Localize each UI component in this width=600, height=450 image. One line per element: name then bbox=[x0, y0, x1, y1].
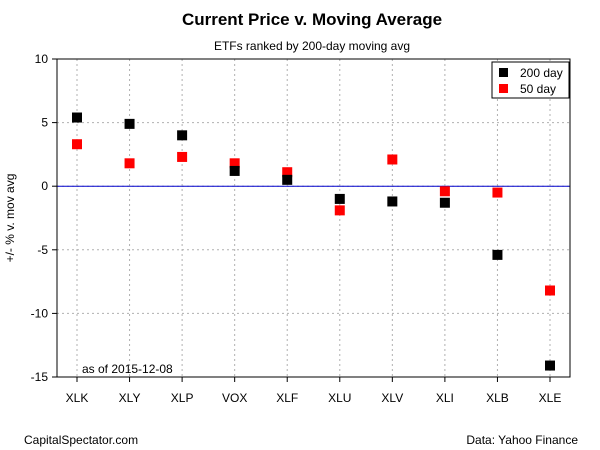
x-tick-label-xlu: XLU bbox=[328, 391, 351, 405]
point-50-day-xlk bbox=[72, 139, 82, 150]
footer-data-credit: Data: Yahoo Finance bbox=[466, 433, 578, 447]
y-tick-label: 0 bbox=[41, 179, 48, 193]
y-tick-label: -15 bbox=[31, 370, 49, 384]
point-200-day-vox bbox=[229, 165, 240, 176]
point-50-day-xlu bbox=[334, 205, 345, 216]
y-axis-label: +/- % v. mov avg bbox=[3, 174, 17, 263]
point-200-day-xlk bbox=[72, 112, 82, 123]
point-200-day-xlb bbox=[492, 249, 503, 260]
x-tick-label-xle: XLE bbox=[539, 391, 562, 405]
as-of-annotation: as of 2015-12-08 bbox=[82, 362, 173, 376]
x-tick-label-xlk: XLK bbox=[66, 391, 89, 405]
legend-label-50-day: 50 day bbox=[520, 82, 556, 96]
point-50-day-xlv bbox=[387, 154, 398, 165]
point-200-day-xlv bbox=[387, 196, 398, 207]
y-axis-ticks: 10 5 0 -5 -10 -15 bbox=[31, 52, 57, 384]
legend-label-200-day: 200 day bbox=[520, 66, 563, 80]
point-200-day-xlf bbox=[282, 174, 293, 185]
point-200-day-xle bbox=[545, 360, 555, 371]
legend-swatch-50-day bbox=[499, 84, 508, 93]
x-tick-label-xlf: XLF bbox=[276, 391, 298, 405]
footer-source-site: CapitalSpectator.com bbox=[24, 433, 138, 447]
x-axis-ticks: XLK XLY XLP VOX XLF XLU XLV XLI XLB XLE bbox=[66, 377, 562, 405]
chart-subtitle: ETFs ranked by 200-day moving avg bbox=[214, 39, 410, 53]
point-50-day-xlf bbox=[282, 167, 293, 178]
x-tick-label-xlb: XLB bbox=[486, 391, 509, 405]
point-50-day-vox bbox=[229, 158, 240, 169]
grid bbox=[57, 58, 570, 378]
data-points bbox=[72, 112, 555, 371]
point-200-day-xlu bbox=[334, 193, 345, 204]
point-50-day-xlp bbox=[177, 151, 188, 162]
point-50-day-xly bbox=[124, 158, 135, 169]
x-tick-label-vox: VOX bbox=[222, 391, 247, 405]
x-tick-label-xli: XLI bbox=[436, 391, 454, 405]
x-tick-label-xly: XLY bbox=[119, 391, 141, 405]
y-tick-label: -10 bbox=[31, 306, 49, 320]
plot-frame bbox=[56, 58, 571, 378]
point-200-day-xly bbox=[124, 118, 135, 129]
y-tick-label: 5 bbox=[41, 116, 48, 130]
x-tick-label-xlp: XLP bbox=[171, 391, 194, 405]
legend: 200 day 50 day bbox=[491, 61, 570, 99]
y-tick-label: 10 bbox=[35, 52, 49, 66]
legend-swatch-200-day bbox=[499, 68, 508, 77]
point-200-day-xlp bbox=[177, 130, 188, 141]
point-200-day-xli bbox=[439, 197, 450, 208]
point-50-day-xli bbox=[439, 186, 450, 197]
y-tick-label: -5 bbox=[37, 243, 48, 257]
chart-title: Current Price v. Moving Average bbox=[182, 10, 442, 29]
point-50-day-xle bbox=[545, 285, 555, 296]
point-50-day-xlb bbox=[492, 187, 503, 198]
x-tick-label-xlv: XLV bbox=[381, 391, 403, 405]
